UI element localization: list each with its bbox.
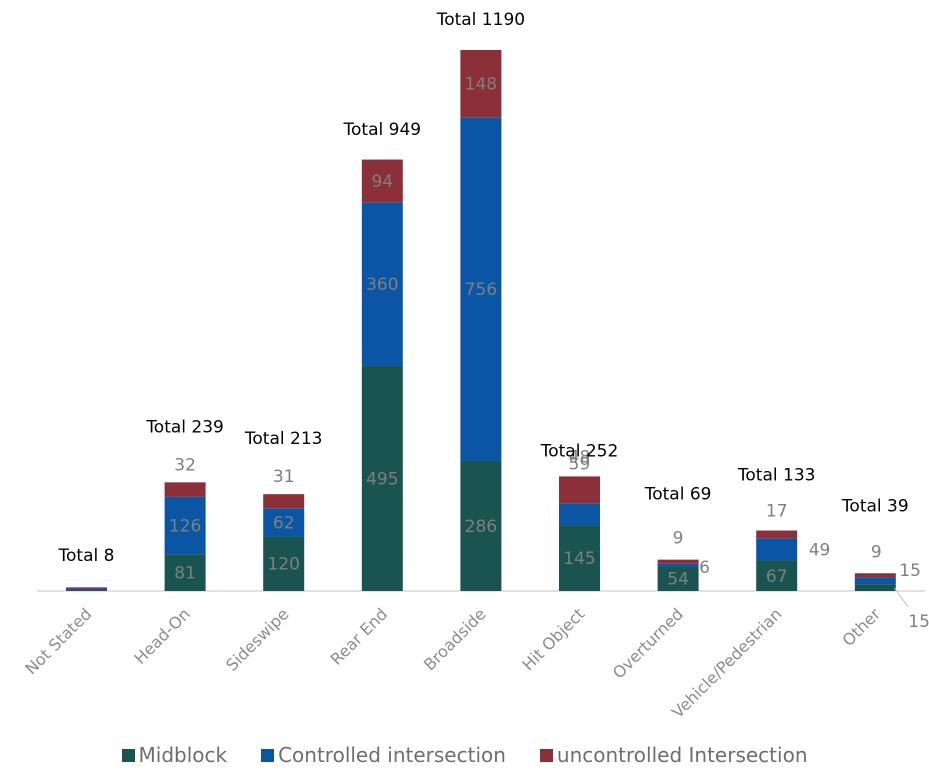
x-tick-label-rear-end: Rear End	[327, 604, 391, 668]
legend: Midblock Controlled intersection uncontr…	[0, 740, 929, 770]
total-label-vehicle-pedestrian: Total 133	[737, 466, 816, 486]
x-tick-label-overturned: Overturned	[609, 604, 687, 682]
legend-label-uncontrolled: uncontrolled Intersection	[556, 743, 808, 767]
data-label-head-on-midblock: 81	[174, 564, 196, 584]
data-label-sideswipe-uncontrolled-intersection: 31	[273, 467, 295, 487]
bar-sideswipe-uncontrolled-intersection	[263, 494, 305, 509]
data-label-rear-end-uncontrolled-intersection: 94	[371, 172, 393, 192]
legend-swatch-uncontrolled	[539, 748, 553, 762]
data-label-sideswipe-midblock: 120	[267, 555, 299, 575]
legend-item-uncontrolled[interactable]: uncontrolled Intersection	[539, 743, 808, 767]
total-label-broadside: Total 1190	[436, 10, 525, 30]
bar-hit-object-controlled-intersection	[559, 503, 600, 526]
data-label-vehicle-pedestrian-controlled-intersection: 49	[809, 540, 831, 560]
bar-vehicle-pedestrian-midblock	[756, 560, 798, 591]
data-label-rear-end-controlled-intersection: 360	[366, 275, 398, 295]
bar-hit-object-uncontrolled-intersection	[559, 476, 600, 504]
bars-layer	[66, 50, 909, 608]
data-label-hit-object-uncontrolled-intersection: 59	[569, 454, 591, 474]
data-label-overturned-uncontrolled-intersection: 9	[673, 529, 684, 549]
total-label-overturned: Total 69	[644, 485, 712, 505]
x-tick-label-other: Other	[839, 604, 885, 650]
bar-vehicle-pedestrian-uncontrolled-intersection	[756, 530, 798, 539]
bar-overturned-uncontrolled-intersection	[657, 559, 699, 564]
data-label-head-on-uncontrolled-intersection: 32	[174, 455, 196, 475]
total-label-rear-end: Total 949	[343, 120, 422, 140]
bar-vehicle-pedestrian-controlled-intersection	[756, 538, 798, 561]
bar-head-on-uncontrolled-intersection	[164, 482, 206, 497]
bar-other-controlled-intersection	[854, 577, 896, 585]
data-label-broadside-controlled-intersection: 756	[465, 280, 497, 300]
data-label-head-on-controlled-intersection: 126	[169, 517, 201, 537]
bar-head-on-midblock	[164, 554, 206, 591]
bar-head-on-controlled-intersection	[164, 496, 206, 555]
total-label-not-stated: Total 8	[58, 546, 115, 566]
data-label-sideswipe-controlled-intersection: 62	[273, 513, 295, 533]
total-label-sideswipe: Total 213	[244, 429, 323, 449]
bar-rear-end-controlled-intersection	[361, 202, 403, 366]
data-label-overturned-controlled-intersection: 6	[699, 558, 710, 578]
data-label-overturned-midblock: 54	[667, 570, 689, 590]
data-label-vehicle-pedestrian-uncontrolled-intersection: 17	[766, 502, 788, 522]
data-label-other-controlled-intersection: 15	[899, 561, 921, 581]
data-label-other-midblock: 15	[908, 612, 929, 632]
legend-label-controlled: Controlled intersection	[278, 743, 506, 767]
legend-item-controlled[interactable]: Controlled intersection	[261, 743, 506, 767]
data-label-hit-object-midblock: 145	[563, 549, 595, 569]
bar-rear-end-midblock	[361, 365, 403, 591]
bar-hit-object-midblock	[559, 525, 600, 591]
bar-broadside-controlled-intersection	[460, 117, 502, 461]
bar-other-midblock	[854, 584, 896, 591]
data-label-vehicle-pedestrian-midblock: 67	[766, 567, 788, 587]
bar-rear-end-uncontrolled-intersection	[361, 159, 403, 203]
x-tick-label-hit-object: Hit Object	[518, 604, 588, 674]
data-label-other-uncontrolled-intersection: 9	[871, 542, 882, 562]
x-tick-label-head-on: Head-On	[130, 604, 193, 667]
legend-item-midblock[interactable]: Midblock	[121, 743, 228, 767]
bar-sideswipe-midblock	[263, 536, 305, 591]
data-label-broadside-midblock: 286	[465, 517, 497, 537]
x-tick-label-not-stated: Not Stated	[21, 604, 95, 678]
leader-line-other-midblock	[893, 587, 909, 608]
legend-swatch-midblock	[121, 748, 135, 762]
data-label-broadside-uncontrolled-intersection: 148	[465, 75, 497, 95]
bar-overturned-midblock	[657, 566, 699, 591]
bar-not-stated-controlled-part	[66, 589, 107, 591]
stacked-bar-chart: Total 8 Not Stated 81 126 32 Total 239 Head-On…	[21, 10, 929, 722]
total-label-hit-object: Total 252	[540, 441, 619, 461]
data-label-hit-object-controlled-intersection: 48	[569, 447, 591, 467]
data-label-rear-end-midblock: 495	[366, 469, 398, 489]
bar-broadside-midblock	[460, 460, 502, 591]
x-tick-label-broadside: Broadside	[420, 604, 490, 674]
total-label-head-on: Total 239	[145, 417, 224, 437]
x-tick-label-vehicle-pedestrian: Vehicle/Pedestrian	[668, 604, 785, 721]
bar-overturned-controlled-intersection	[657, 563, 699, 567]
bar-broadside-uncontrolled-intersection	[460, 50, 502, 118]
legend-label-midblock: Midblock	[138, 743, 228, 767]
bar-other-uncontrolled-intersection	[854, 573, 896, 578]
bar-sideswipe-controlled-intersection	[263, 508, 305, 537]
legend-swatch-controlled	[261, 748, 275, 762]
x-tick-label-sideswipe: Sideswipe	[222, 604, 292, 674]
total-label-other: Total 39	[841, 496, 909, 516]
